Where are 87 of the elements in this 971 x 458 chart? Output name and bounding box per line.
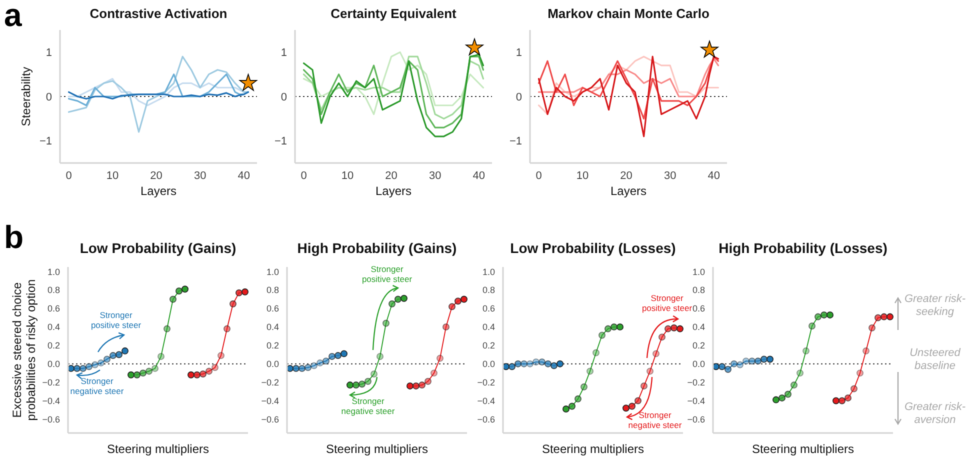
y-tick-label: 1.0 xyxy=(47,266,60,277)
y-tick-label: 0.8 xyxy=(266,285,279,296)
x-axis-title: Steering multipliers xyxy=(752,442,854,456)
text: a xyxy=(4,0,22,33)
y-tick-label: 0 xyxy=(46,91,52,104)
x-tick-label: 20 xyxy=(620,170,632,182)
y-tick-label: −0.4 xyxy=(687,396,705,406)
y-tick-label: −0.2 xyxy=(261,377,279,388)
annotation: Stronger positive steer xyxy=(90,310,142,330)
chart-title: High Probability (Gains) xyxy=(297,240,457,256)
y-tick-label: 1 xyxy=(46,47,52,60)
x-tick-label: 10 xyxy=(576,170,589,182)
x-tick-label: 0 xyxy=(536,170,542,182)
x-tick-label: 30 xyxy=(194,170,206,182)
chart-title: Low Probability (Losses) xyxy=(510,240,676,256)
x-axis-title: Layers xyxy=(375,184,412,198)
y-tick-label: 0.8 xyxy=(482,285,495,296)
x-tick-label: 20 xyxy=(385,170,398,182)
y-axis-title: Excessive steered choice probabilities of risky option xyxy=(10,279,38,421)
x-tick-label: 40 xyxy=(472,170,485,182)
chart-title: Certainty Equivalent xyxy=(330,6,458,21)
x-axis-title: Layers xyxy=(610,184,647,198)
y-tick-label: 0.2 xyxy=(482,340,495,351)
y-tick-label: 1 xyxy=(516,47,522,60)
x-axis-title: Steering multipliers xyxy=(326,442,428,456)
y-tick-label: 0.6 xyxy=(47,304,60,314)
y-tick-label: 0.0 xyxy=(692,358,705,369)
x-tick-label: 10 xyxy=(106,170,119,182)
y-tick-label: 0.2 xyxy=(692,340,705,351)
y-tick-label: 0.6 xyxy=(482,304,495,314)
y-tick-label: −1 xyxy=(509,136,522,148)
chart-title: High Probability (Losses) xyxy=(718,240,888,256)
x-tick-label: 10 xyxy=(341,170,354,182)
y-tick-label: −0.6 xyxy=(477,414,495,424)
y-tick-label: −0.2 xyxy=(687,377,705,388)
text: Greater risk-seeking xyxy=(904,293,966,318)
y-tick-label: 0.2 xyxy=(47,340,60,351)
x-axis-title: Layers xyxy=(140,184,177,198)
y-tick-label: −0.4 xyxy=(42,396,60,406)
annotation: Stronger positive steer xyxy=(362,264,412,284)
text: b xyxy=(4,219,24,255)
chart-title: Contrastive Activation xyxy=(90,6,228,21)
y-tick-label: 0 xyxy=(280,91,287,104)
annotation: Stronger negative steer xyxy=(628,410,682,430)
annotation: Stronger negative steer xyxy=(70,376,124,396)
y-tick-label: 1 xyxy=(280,47,287,60)
y-tick-label: −0.6 xyxy=(687,414,705,424)
chart-title: Markov chain Monte Carlo xyxy=(548,6,710,21)
y-tick-label: −0.2 xyxy=(42,377,60,388)
y-tick-label: −0.6 xyxy=(261,414,279,424)
y-tick-label: 0.8 xyxy=(47,285,60,296)
x-tick-label: 0 xyxy=(300,170,307,182)
y-axis-title: Steerability xyxy=(19,66,33,126)
y-tick-label: 0.6 xyxy=(692,304,705,314)
chart-title: Low Probability (Gains) xyxy=(80,240,236,256)
y-tick-label: 1.0 xyxy=(266,266,279,277)
annotation: Stronger negative steer xyxy=(341,396,395,416)
y-tick-label: 0.8 xyxy=(692,285,705,296)
y-tick-label: −1 xyxy=(274,136,287,148)
x-tick-label: 20 xyxy=(150,170,162,182)
y-tick-label: 0.0 xyxy=(47,358,60,369)
x-tick-label: 30 xyxy=(428,170,442,182)
y-tick-label: 0.4 xyxy=(266,322,279,332)
text: Unsteered baseline xyxy=(910,347,962,372)
text: Greater risk-aversion xyxy=(904,401,966,426)
y-tick-label: −0.2 xyxy=(477,377,495,388)
x-tick-label: 30 xyxy=(664,170,676,182)
y-tick-label: 1.0 xyxy=(692,266,705,277)
x-tick-label: 0 xyxy=(66,170,72,182)
y-tick-label: 0.4 xyxy=(692,322,705,332)
y-tick-label: −0.6 xyxy=(42,414,60,424)
x-tick-label: 40 xyxy=(238,170,250,182)
annotation: Stronger positive steer xyxy=(642,293,692,314)
y-tick-label: −1 xyxy=(39,136,52,148)
y-tick-label: 0.2 xyxy=(266,340,279,351)
y-tick-label: 1.0 xyxy=(482,266,495,277)
y-tick-label: 0.4 xyxy=(47,322,60,332)
y-tick-label: −0.4 xyxy=(261,396,279,406)
y-tick-label: 0.6 xyxy=(266,304,279,314)
x-axis-title: Steering multipliers xyxy=(106,442,210,456)
x-axis-title: Steering multipliers xyxy=(542,442,644,456)
x-tick-label: 40 xyxy=(708,170,720,182)
y-tick-label: −0.4 xyxy=(477,396,495,406)
y-tick-label: 0 xyxy=(516,91,522,104)
y-tick-label: 0.0 xyxy=(482,358,495,369)
y-tick-label: 0.4 xyxy=(482,322,495,332)
y-tick-label: 0.0 xyxy=(266,358,279,369)
